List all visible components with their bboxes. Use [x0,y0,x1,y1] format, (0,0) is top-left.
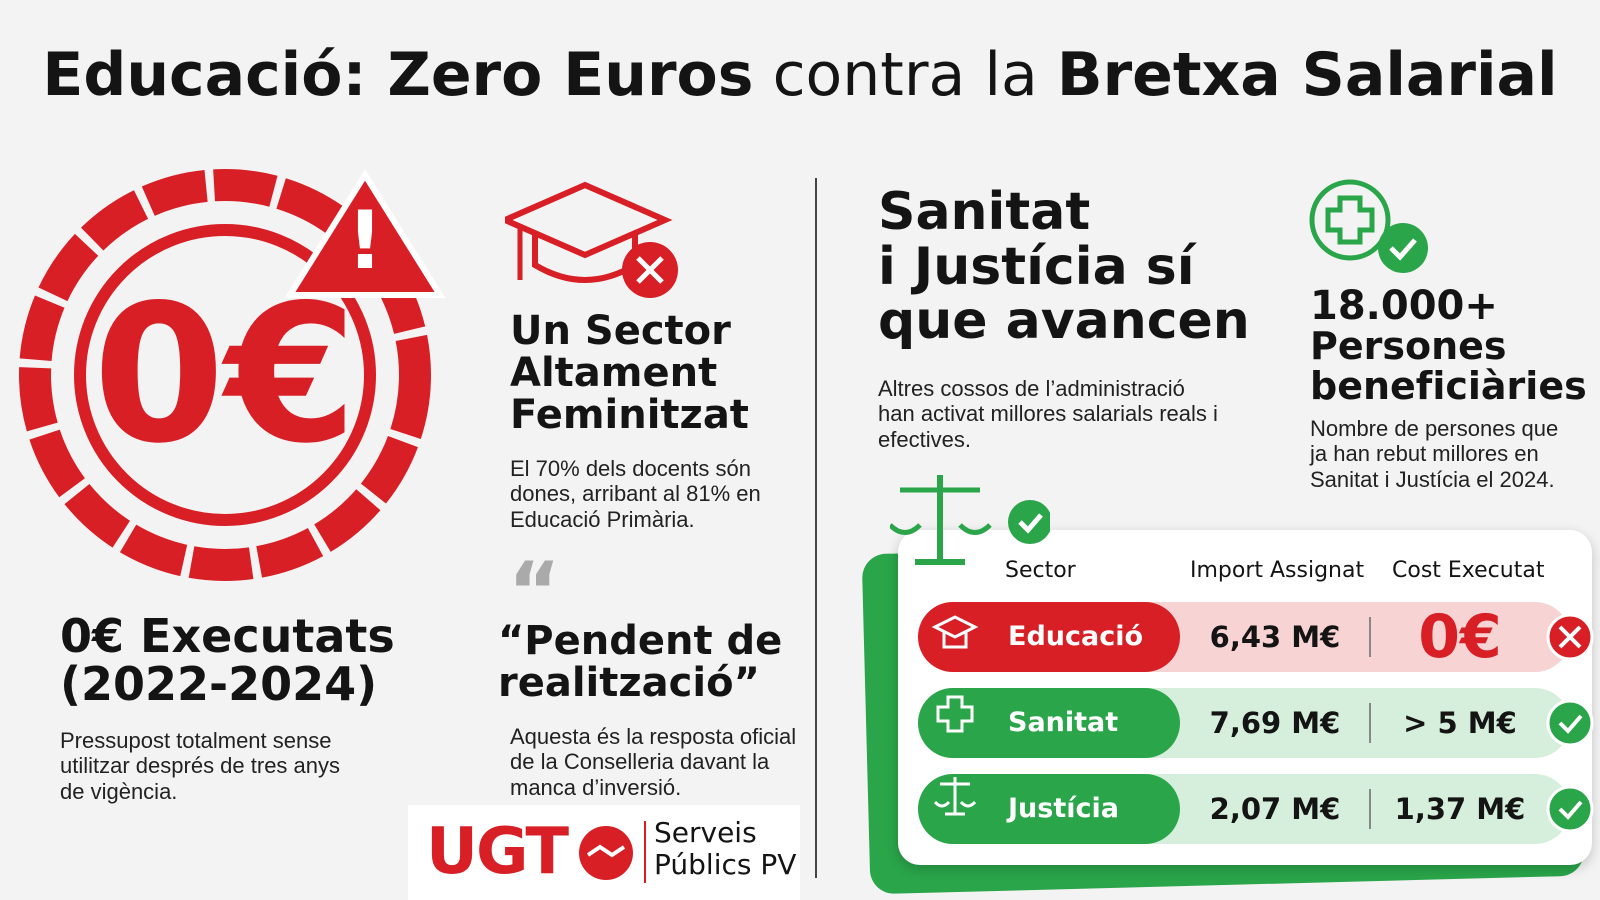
cost-cell: 1,37 M€ [1394,792,1526,826]
logo: UGT Serveis Públics PV [408,805,800,900]
pans [890,523,992,535]
logo-brand: UGT [426,815,569,889]
logo-line: Serveis [654,816,757,849]
row-icons [931,613,1594,833]
check [1558,714,1583,734]
title-light: contra la [772,40,1038,110]
middle-body: El 70% dels docents són dones, arribant … [510,456,761,532]
sector-cell: Justícia [918,774,1180,844]
quote-body: Aquesta és la resposta oficial de la Con… [510,724,797,800]
stat-label: Persones [1310,324,1507,368]
quote: “Pendent de realització” [498,620,782,704]
graduation-icon [505,181,678,298]
title: Educació: Zero Euros contra la Bretxa Sa… [0,40,1600,110]
warning-mark: ! [347,194,383,287]
zero-graphic: ! 0€ [19,169,446,581]
table-row: Justícia 2,07 M€ 1,37 M€ [918,774,1570,844]
stat-value: 18.000+ [1310,283,1498,329]
middle-heading: Un Sector Altament Feminitzat [510,310,749,436]
heading-line: Altament [510,350,718,396]
table-header: Sector [1005,558,1076,583]
import-cell: 7,69 M€ [1209,706,1341,740]
scales-mini [933,777,977,816]
left-heading: 0€ Executats (2022-2024) [60,612,395,709]
table-header: Cost Executat [1392,558,1545,583]
logo-line: Públics PV [654,848,797,882]
logo-emblem [579,826,633,880]
stat-label: beneficiàries [1310,363,1587,408]
logo-unit: Serveis Públics PV [654,816,797,882]
heading-line: Feminitzat [510,392,749,438]
check [1389,238,1417,261]
heading-line: (2022-2024) [60,657,378,712]
cost-cell: > 5 M€ [1403,706,1517,740]
big-value: 0€ [93,264,357,485]
right-heading: Sanitat i Justícia sí que avancen [878,185,1250,349]
cross [1325,195,1375,245]
logo-divider [644,821,646,883]
left-body: Pressupost totalment sense utilitzar des… [60,728,341,804]
scales-icon [890,475,1050,565]
heading-line: i Justícia sí [878,236,1195,297]
heading-line: que avancen [878,291,1250,352]
divider [815,178,817,878]
table-row: Educació 6,43 M€ 0€ [918,602,1570,672]
title-bold: Bretxa Salarial [1056,40,1558,110]
quote-line: “Pendent de [498,618,783,664]
check-badge [1378,223,1428,273]
check-badge [1008,500,1050,544]
cap [505,181,673,259]
stat: 18.000+ Persones beneficiàries [1310,285,1587,407]
warning-icon [284,169,446,298]
check [1018,513,1043,534]
cross-icon [936,695,974,733]
quote-line: realització” [498,660,760,706]
health-icon [1309,179,1428,273]
import-cell: 6,43 M€ [1209,620,1341,654]
check-badge [1546,785,1594,833]
table-header: Import Assignat [1190,558,1365,583]
title-bold: Educació: Zero Euros [42,40,754,110]
handshake [586,844,626,858]
x-mark [1558,625,1582,649]
broken-ring [19,169,431,581]
sector-cell: Educació [918,602,1180,672]
stat-body: Nombre de persones que ja han rebut mill… [1310,416,1559,492]
cap-icon [931,615,979,649]
inner-ring [74,224,376,526]
heading-line: Un Sector [510,308,731,354]
heading-line: Sanitat [878,182,1091,242]
check [1558,800,1583,820]
quote-icon: “ [508,545,561,638]
circle [1309,179,1391,261]
right-body: Altres cossos de l’administració han act… [878,376,1218,452]
check-badge [1546,699,1594,747]
heading-line: 0€ Executats [60,609,395,663]
cost-cell: 0€ [1418,602,1502,672]
import-cell: 2,07 M€ [1209,792,1341,826]
x-mark [636,256,664,284]
